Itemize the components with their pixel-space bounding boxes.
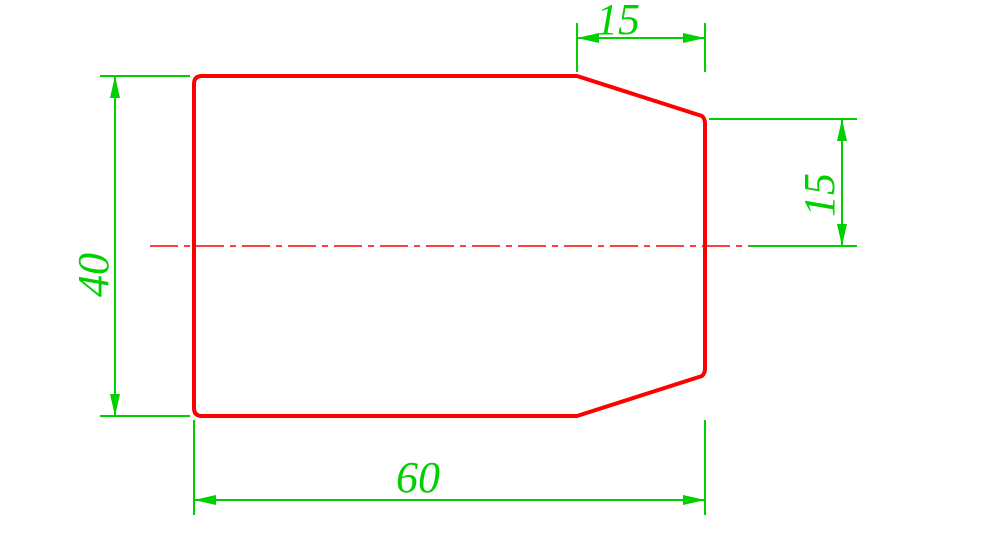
engineering-drawing: 40 60 15 15 bbox=[0, 0, 983, 533]
dim-value-right-15: 15 bbox=[795, 173, 844, 217]
dimension-chamfer-y-15: 15 bbox=[709, 119, 857, 246]
dim-value-40: 40 bbox=[69, 253, 118, 297]
dim-value-60: 60 bbox=[396, 453, 440, 502]
dimension-width-60: 60 bbox=[194, 420, 705, 515]
dimension-chamfer-x-15: 15 bbox=[577, 0, 705, 72]
dim-value-top-15: 15 bbox=[596, 0, 640, 44]
